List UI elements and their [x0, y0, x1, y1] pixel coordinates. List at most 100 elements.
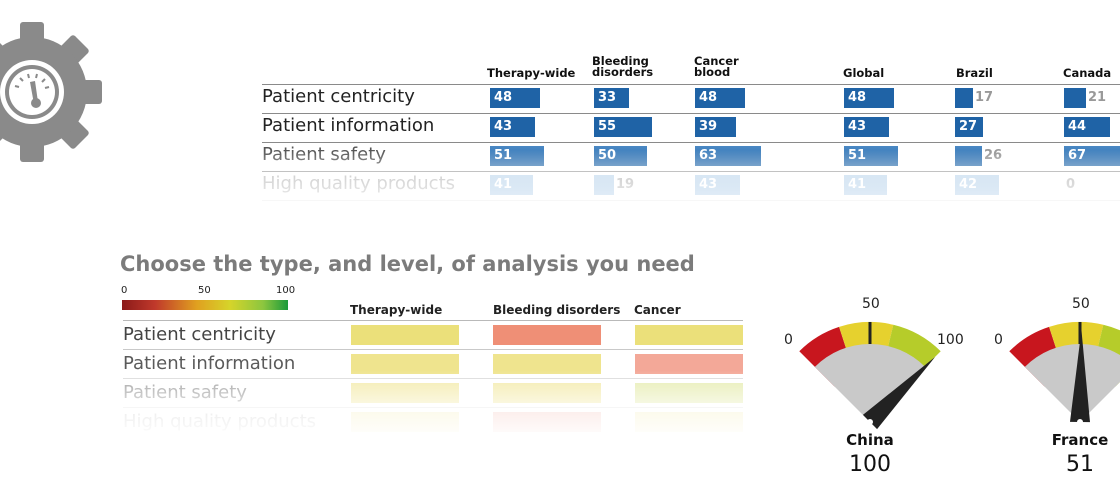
bar-value: 27 — [959, 119, 978, 134]
section-title: Choose the type, and level, of analysis … — [120, 252, 695, 276]
bar-value: 44 — [1068, 119, 1087, 134]
gauge-needle — [1070, 330, 1090, 423]
score-bar: 33 — [594, 88, 629, 108]
heatmap-cell — [493, 325, 601, 345]
heatmap-column-cancer: Cancer — [634, 303, 681, 317]
heatmap-row-label: High quality products — [123, 411, 316, 432]
divider — [123, 378, 743, 379]
row-label: Patient safety — [262, 144, 386, 165]
gauge-label-mid: 50 — [862, 296, 880, 312]
heatmap-cell — [351, 325, 459, 345]
scale-label-min: 0 — [121, 285, 128, 296]
heatmap-cell — [351, 383, 459, 403]
bar-value: 41 — [494, 177, 513, 192]
gauge-dial — [1009, 322, 1120, 425]
bar-value: 17 — [975, 90, 994, 105]
bar-value: 63 — [699, 148, 718, 163]
divider — [262, 171, 1120, 172]
score-bar: 41 — [490, 175, 533, 195]
heatmap-cell — [635, 412, 743, 432]
divider — [262, 142, 1120, 143]
color-scale-bar — [122, 300, 288, 310]
gauge-dial — [799, 322, 941, 430]
score-bar: 42 — [955, 175, 999, 195]
bar-value: 42 — [959, 177, 978, 192]
gauge-label-min: 0 — [784, 332, 793, 348]
score-bar: 26 — [955, 146, 1002, 166]
heatmap-cell — [493, 383, 601, 403]
score-bar: 55 — [594, 117, 652, 137]
column-header-brazil: Brazil — [956, 66, 993, 80]
heatmap-column-therapy-wide: Therapy-wide — [350, 303, 443, 317]
score-bar: 21 — [1064, 88, 1106, 108]
bar-value: 55 — [598, 119, 617, 134]
bar-value: 21 — [1088, 90, 1107, 105]
column-header-cancer-blood: Cancer blood — [694, 54, 739, 79]
bar-value: 39 — [699, 119, 718, 134]
score-bar: 48 — [844, 88, 894, 108]
gauge-score: 51 — [1066, 452, 1094, 477]
divider — [262, 113, 1120, 114]
gauge-country: China — [846, 431, 894, 449]
column-header-therapy-wide: Therapy-wide — [487, 66, 576, 80]
gauge-needle — [862, 356, 936, 430]
scale-label-mid: 50 — [198, 285, 211, 296]
bar-value: 0 — [1066, 177, 1076, 192]
divider — [123, 320, 743, 321]
divider — [123, 407, 743, 408]
bar-value: 51 — [848, 148, 867, 163]
row-label: Patient centricity — [262, 86, 415, 107]
score-bar: 51 — [490, 146, 544, 166]
score-bar: 27 — [955, 117, 983, 137]
heatmap-row-label: Patient information — [123, 353, 296, 374]
scale-label-max: 100 — [276, 285, 296, 296]
score-bar: 48 — [490, 88, 540, 108]
score-bar: 67 — [1064, 146, 1120, 166]
divider — [262, 200, 1120, 201]
column-header-canada: Canada — [1063, 66, 1112, 80]
bar-value: 48 — [699, 90, 718, 105]
heatmap-cell — [493, 354, 601, 374]
column-header-global: Global — [843, 66, 885, 80]
row-label: High quality products — [262, 173, 455, 194]
bar-value: 19 — [616, 177, 635, 192]
row-label: Patient information — [262, 115, 435, 136]
bar-value: 41 — [848, 177, 867, 192]
score-bar: 48 — [695, 88, 745, 108]
divider — [262, 84, 1120, 85]
score-bar: 63 — [695, 146, 761, 166]
gauge-country: France — [1051, 431, 1109, 449]
bar-value: 26 — [984, 148, 1003, 163]
score-bar: 19 — [594, 175, 634, 195]
heatmap-row-label: Patient centricity — [123, 324, 276, 345]
bar-value: 48 — [494, 90, 513, 105]
heatmap-cell — [635, 354, 743, 374]
score-bar: 39 — [695, 117, 736, 137]
heatmap-cell — [635, 325, 743, 345]
bar-value: 50 — [598, 148, 617, 163]
gauge-label-max: 100 — [937, 332, 964, 348]
divider — [123, 349, 743, 350]
bar-value: 43 — [848, 119, 867, 134]
heatmap-cell — [635, 383, 743, 403]
score-bar: 43 — [695, 175, 740, 195]
bar-value: 43 — [494, 119, 513, 134]
gauge-label-mid: 50 — [1072, 296, 1090, 312]
gear-icon — [0, 22, 102, 162]
score-bar: 44 — [1064, 117, 1110, 137]
score-bar: 0 — [1064, 175, 1075, 195]
score-bar: 50 — [594, 146, 647, 166]
score-bar: 41 — [844, 175, 887, 195]
bar-value: 33 — [598, 90, 617, 105]
gauge-score: 100 — [849, 452, 891, 477]
heatmap-cell — [351, 412, 459, 432]
column-header-bleeding-disorders: Bleeding disorders — [592, 54, 654, 79]
heatmap-cell — [493, 412, 601, 432]
score-bar: 43 — [844, 117, 889, 137]
heatmap-row-label: Patient safety — [123, 382, 247, 403]
score-bar: 51 — [844, 146, 898, 166]
bar-value: 43 — [699, 177, 718, 192]
score-bar: 17 — [955, 88, 993, 108]
gauge-label-min: 0 — [994, 332, 1003, 348]
heatmap-column-bleeding-disorders: Bleeding disorders — [493, 303, 621, 317]
